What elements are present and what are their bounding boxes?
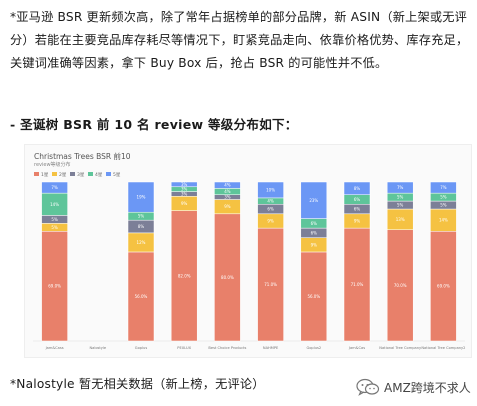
chart-subtitle: review等级分布 xyxy=(34,162,71,168)
bar-label-10-series-1: 69.0% xyxy=(437,284,450,289)
bar-label-5-series-5: 4% xyxy=(224,183,231,188)
legend-swatch-2 xyxy=(52,172,57,176)
bar-label-4-series-3: 3% xyxy=(181,191,188,196)
bar-label-7-series-2: 9% xyxy=(311,242,318,247)
bar-label-3-series-1: 56.0% xyxy=(135,294,148,299)
account-watermark: AMZ跨境不求人 xyxy=(356,378,471,396)
x-tick-label-4: PEXLUX xyxy=(177,346,191,350)
bar-label-6-series-3: 6% xyxy=(267,207,274,212)
bsr-review-chart: Christmas Trees BSR 前10 review等级分布 1星 2星 3… xyxy=(24,144,472,358)
bar-label-4-series-4: 3% xyxy=(181,187,188,192)
bar-label-7-series-3: 6% xyxy=(311,230,318,235)
legend-label-5: 5星 xyxy=(113,172,121,178)
x-tick-label-7: Goplus2 xyxy=(306,346,321,350)
x-tick-label-8: Jam&Cas xyxy=(348,346,365,350)
bar-label-7-series-5: 23% xyxy=(309,198,318,203)
legend-swatch-4 xyxy=(88,172,93,176)
intro-paragraph: *亚马逊 BSR 更新频次高，除了常年占据榜单的部分品牌，新 ASIN（新上架或… xyxy=(10,10,469,70)
bar-10-series-5 xyxy=(430,181,457,194)
section-heading: - 圣诞树 BSR 前 10 名 review 等级分布如下： xyxy=(10,117,298,132)
legend-label-2: 2星 xyxy=(59,172,67,178)
bar-label-4-series-2: 9% xyxy=(181,201,188,206)
chart-canvas: 1星 2星 3星 4星 5星 69.0% 5% 5% 14% 7% Jam&Cass Nalostyl… xyxy=(33,172,465,350)
bar-label-1-series-2: 5% xyxy=(51,225,58,230)
x-tick-label-2: Nalostyle xyxy=(89,346,106,350)
bar-label-1-series-1: 69.0% xyxy=(48,284,61,289)
bar-label-8-series-4: 6% xyxy=(354,197,361,202)
bar-label-9-series-4: 5% xyxy=(397,195,404,200)
bar-label-3-series-5: 19% xyxy=(137,195,146,200)
bar-label-7-series-1: 56.0% xyxy=(307,294,320,299)
legend-label-3: 3星 xyxy=(77,172,85,178)
bar-4-series-1 xyxy=(170,210,198,342)
bar-1-series-1 xyxy=(41,231,68,342)
wechat-icon xyxy=(356,378,380,396)
bar-label-1-series-4: 14% xyxy=(50,202,59,207)
bar-label-7-series-4: 6% xyxy=(311,221,318,226)
bar-5-series-5 xyxy=(214,181,241,189)
bar-label-6-series-1: 71.0% xyxy=(264,282,277,287)
bar-label-6-series-4: 4% xyxy=(267,199,274,204)
x-tick-label-5: Best Choice Products xyxy=(208,346,246,350)
bar-6-series-1 xyxy=(257,227,284,342)
bar-6-series-5 xyxy=(257,181,284,199)
bar-label-4-series-1: 82.0% xyxy=(178,273,191,278)
bar-7-series-5 xyxy=(300,181,328,219)
bar-label-1-series-5: 7% xyxy=(51,185,58,190)
bar-label-9-series-2: 13% xyxy=(396,217,405,222)
bar-label-3-series-2: 12% xyxy=(137,240,146,245)
bar-7-series-1 xyxy=(300,251,328,342)
bar-label-5-series-2: 9% xyxy=(224,204,231,209)
bar-label-9-series-1: 70.0% xyxy=(394,283,407,288)
chart-title: Christmas Trees BSR 前10 xyxy=(34,152,131,161)
bar-label-3-series-3: 8% xyxy=(138,224,145,229)
bar-9-series-1 xyxy=(386,229,414,342)
bar-label-6-series-2: 9% xyxy=(267,218,274,223)
legend-swatch-5 xyxy=(106,172,111,176)
legend-swatch-3 xyxy=(70,172,75,176)
bar-4-series-5 xyxy=(170,181,198,188)
x-tick-label-6: NAHMPE xyxy=(263,346,279,350)
bar-10-series-1 xyxy=(430,231,457,342)
bar-label-5-series-3: 3% xyxy=(224,195,231,200)
bar-label-4-series-5: 3% xyxy=(181,182,188,187)
legend-swatch-1 xyxy=(34,172,39,176)
bar-label-8-series-3: 6% xyxy=(354,207,361,212)
bar-label-5-series-4: 4% xyxy=(224,189,231,194)
footnote: *Nalostyle 暂无相关数据（新上榜，无评论） xyxy=(10,377,265,391)
bar-label-3-series-4: 5% xyxy=(138,214,145,219)
bar-5-series-1 xyxy=(214,213,241,342)
bar-label-10-series-2: 14% xyxy=(439,218,448,223)
bar-3-series-5 xyxy=(127,181,155,213)
bar-1-series-5 xyxy=(41,181,68,194)
bar-label-9-series-5: 7% xyxy=(397,185,404,190)
watermark-text: AMZ跨境不求人 xyxy=(384,380,471,395)
bar-3-series-1 xyxy=(127,251,155,342)
bar-label-1-series-3: 5% xyxy=(51,217,58,222)
legend-label-4: 4星 xyxy=(95,172,103,178)
bar-label-10-series-4: 5% xyxy=(440,195,447,200)
bar-label-10-series-3: 5% xyxy=(440,203,447,208)
x-tick-label-3: Goplus xyxy=(135,346,148,350)
bar-label-6-series-5: 10% xyxy=(266,187,275,192)
bar-label-8-series-5: 8% xyxy=(354,186,361,191)
x-tick-label-1: Jam&Cass xyxy=(45,346,64,350)
bar-label-5-series-1: 80.0% xyxy=(221,275,234,280)
bar-label-9-series-3: 5% xyxy=(397,203,404,208)
bar-label-8-series-2: 9% xyxy=(354,218,361,223)
bar-8-series-5 xyxy=(343,181,371,195)
bar-9-series-5 xyxy=(386,181,414,194)
bar-label-10-series-5: 7% xyxy=(440,185,447,190)
x-tick-label-9: National Tree Company xyxy=(379,346,422,350)
x-tick-label-10: National Tree Company2 xyxy=(421,346,465,350)
legend-label-1: 1星 xyxy=(41,172,49,178)
bar-label-8-series-1: 71.0% xyxy=(351,282,364,287)
